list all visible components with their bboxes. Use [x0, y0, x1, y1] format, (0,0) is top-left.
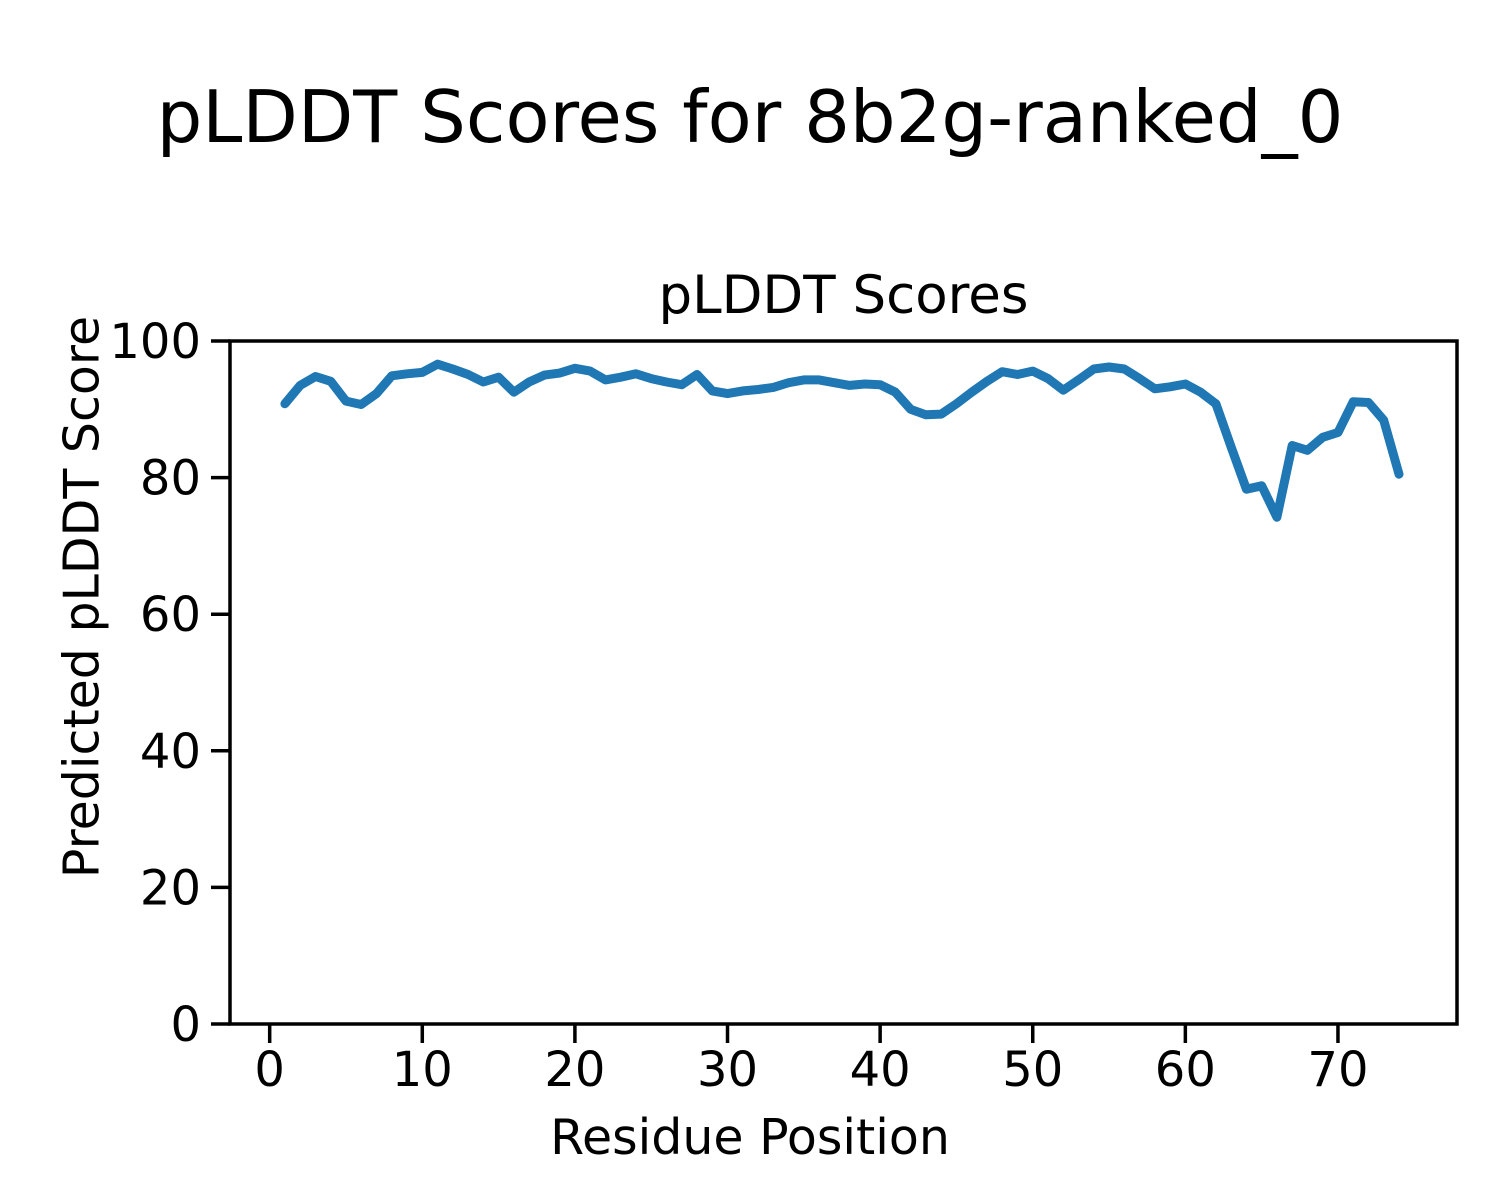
- plddt-line: [280, 359, 1404, 522]
- x-tick-label: 70: [1307, 1042, 1368, 1098]
- axes-spines: [228, 339, 1459, 1026]
- y-tick-label: 100: [109, 314, 201, 370]
- y-tick-label: 20: [140, 860, 201, 916]
- x-tick-label: 30: [697, 1042, 758, 1098]
- y-tick-label: 40: [140, 724, 201, 780]
- x-tick-label: 40: [850, 1042, 911, 1098]
- y-tick-label: 80: [140, 451, 201, 507]
- x-tick-label: 20: [544, 1042, 605, 1098]
- x-axis-label: Residue Position: [550, 1109, 950, 1166]
- y-tick-label: 0: [170, 997, 201, 1053]
- axes-title: pLDDT Scores: [658, 265, 1029, 326]
- figure-title: pLDDT Scores for 8b2g-ranked_0: [156, 75, 1344, 159]
- x-tick-label: 60: [1155, 1042, 1216, 1098]
- x-tick-label: 10: [392, 1042, 453, 1098]
- x-tick-label: 50: [1002, 1042, 1063, 1098]
- y-tick-label: 60: [140, 587, 201, 643]
- x-tick-label: 0: [254, 1042, 285, 1098]
